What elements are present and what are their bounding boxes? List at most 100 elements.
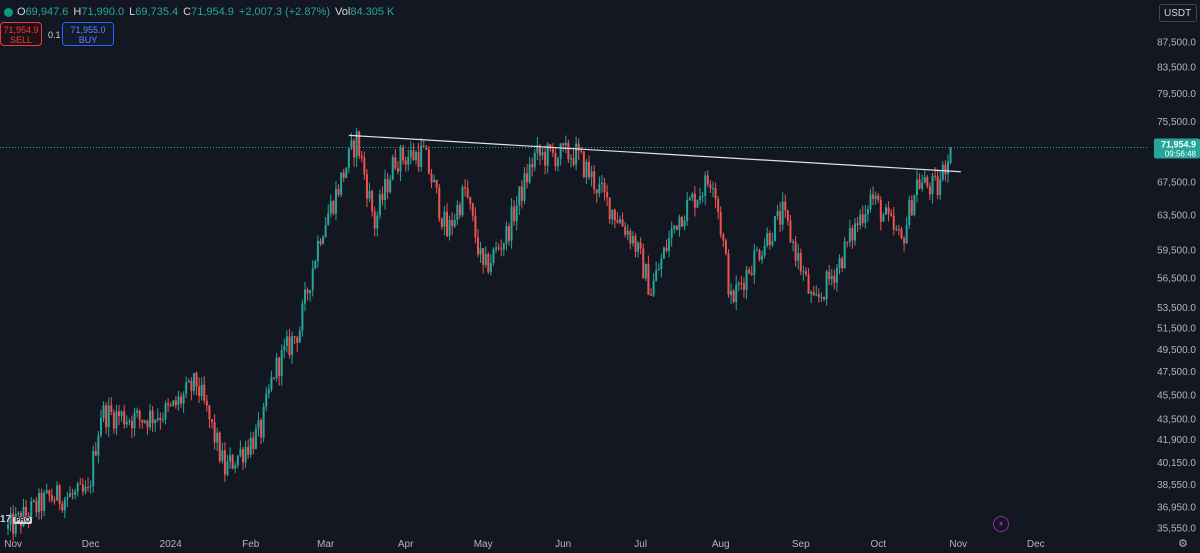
candle-body xyxy=(505,226,508,244)
candle-body xyxy=(820,296,823,298)
candle-body xyxy=(314,261,317,269)
candle-body xyxy=(226,461,229,475)
candle-body xyxy=(50,495,53,501)
candle-body xyxy=(161,419,164,421)
x-tick-label: Aug xyxy=(712,539,730,550)
candle-body xyxy=(776,211,779,217)
candle-body xyxy=(358,131,361,156)
candle-body xyxy=(520,186,523,201)
candle-body xyxy=(213,422,216,443)
candle-body xyxy=(773,216,776,242)
candle-body xyxy=(433,179,436,183)
candle-body xyxy=(476,237,479,255)
candle-body xyxy=(466,188,469,198)
candle-body xyxy=(244,446,247,463)
candle-body xyxy=(81,484,84,492)
y-tick-label: 79,500.0 xyxy=(1157,89,1196,100)
candle-body xyxy=(136,410,139,413)
candle-body xyxy=(257,420,260,429)
candle-body xyxy=(451,220,454,227)
candle-body xyxy=(272,377,275,379)
x-tick-label: Oct xyxy=(870,539,886,550)
candle-body xyxy=(724,240,727,254)
candle-body xyxy=(430,173,433,183)
candle-body xyxy=(458,204,461,216)
candle-body xyxy=(495,247,498,250)
candle-body xyxy=(74,491,77,495)
ohlc-legend: O 69,947.6 H 71,990.0 L 69,735.4 C 71,954.9 … xyxy=(0,0,399,24)
candle-body xyxy=(897,229,900,231)
y-tick-label: 67,500.0 xyxy=(1157,178,1196,189)
candle-body xyxy=(252,437,255,450)
candle-body xyxy=(536,145,539,153)
candle-body xyxy=(665,247,668,251)
candle-body xyxy=(761,255,764,260)
candle-body xyxy=(56,485,59,501)
candle-body xyxy=(247,446,250,455)
y-tick-label: 49,500.0 xyxy=(1157,345,1196,356)
y-tick-label: 36,950.0 xyxy=(1157,503,1196,514)
candle-body xyxy=(45,490,48,493)
x-tick-label: Jul xyxy=(634,539,647,550)
lightning-icon[interactable]: ⚡ xyxy=(993,516,1009,532)
candle-body xyxy=(598,184,601,194)
x-tick-label: May xyxy=(474,539,493,550)
candle-body xyxy=(9,513,12,525)
buy-button[interactable]: 71,955.0 BUY xyxy=(62,22,114,46)
y-tick-label: 45,500.0 xyxy=(1157,390,1196,401)
candle-body xyxy=(236,455,239,466)
y-tick-label: 35,550.0 xyxy=(1157,524,1196,535)
candle-body xyxy=(471,203,474,216)
candle-body xyxy=(758,250,761,260)
candle-body xyxy=(879,199,882,222)
candle-body xyxy=(711,188,714,190)
candle-body xyxy=(130,420,133,429)
sell-button[interactable]: 71,954.9 SELL xyxy=(0,22,42,46)
candle-body xyxy=(293,336,296,338)
candle-body xyxy=(340,172,343,195)
candle-body xyxy=(234,465,237,469)
candle-body xyxy=(737,283,740,285)
candle-body xyxy=(371,191,374,212)
volume-label: Vol xyxy=(335,6,351,18)
green-dot-icon xyxy=(4,7,13,17)
candle-body xyxy=(448,220,451,237)
quantity-value[interactable]: 0.1 xyxy=(48,30,61,40)
candle-body xyxy=(528,164,531,183)
candle-body xyxy=(903,238,906,244)
x-tick-label: Jun xyxy=(555,539,571,550)
candle-body xyxy=(670,228,673,238)
candle-body xyxy=(688,198,691,201)
candle-body xyxy=(48,490,51,496)
close-label: C xyxy=(183,6,192,18)
candle-body xyxy=(928,186,931,195)
candle-body xyxy=(334,188,337,214)
candle-body xyxy=(484,253,487,265)
candle-body xyxy=(404,160,407,165)
candle-body xyxy=(420,145,423,167)
candle-body xyxy=(564,142,567,146)
candle-body xyxy=(696,200,699,208)
gear-icon[interactable]: ⚙ xyxy=(1178,538,1188,550)
candle-body xyxy=(301,303,304,331)
sell-label: SELL xyxy=(9,35,33,45)
candle-body xyxy=(639,242,642,249)
candle-body xyxy=(714,188,717,199)
candle-body xyxy=(482,248,485,265)
trendline[interactable] xyxy=(348,134,961,173)
candle-body xyxy=(567,142,570,160)
candle-body xyxy=(931,175,934,195)
currency-select[interactable]: USDT xyxy=(1159,4,1197,22)
candle-body xyxy=(941,164,944,180)
candle-body xyxy=(216,432,219,443)
candle-body xyxy=(642,248,645,279)
candle-body xyxy=(438,187,441,219)
candle-body xyxy=(936,176,939,195)
candle-body xyxy=(32,500,35,502)
candle-body xyxy=(562,143,565,146)
candle-body xyxy=(177,396,180,406)
candle-body xyxy=(92,450,95,486)
candle-body xyxy=(717,198,720,212)
candle-body xyxy=(249,437,252,455)
